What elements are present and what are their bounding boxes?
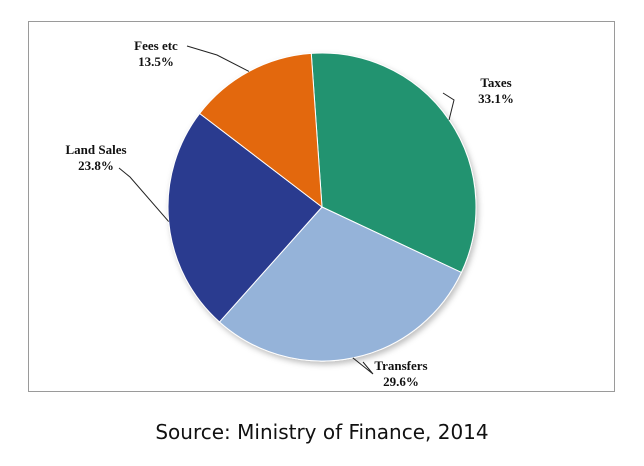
slice-label-land-sales: Land Sales <box>65 142 126 157</box>
slice-label-transfers: Transfers <box>374 358 427 373</box>
slice-label-taxes: Taxes <box>480 75 511 90</box>
slice-value-transfers: 29.6% <box>383 374 419 389</box>
slice-value-land-sales: 23.8% <box>78 158 114 173</box>
chart-frame: Taxes 33.1% Transfers 29.6% Land Sales 23.8% F… <box>28 21 615 392</box>
leader-line-fees-etc <box>186 45 250 72</box>
pie-slice-land-sales <box>167 112 323 323</box>
slice-value-taxes: 33.1% <box>478 91 514 106</box>
leader-line-taxes <box>442 92 455 121</box>
source-caption: Source: Ministry of Finance, 2014 <box>155 420 489 444</box>
slice-label-fees-etc: Fees etc <box>134 38 178 53</box>
leader-line-transfers <box>352 357 374 375</box>
pie-slice-fees-etc <box>198 52 323 209</box>
leader-line-land-sales <box>118 167 170 222</box>
slice-value-fees-etc: 13.5% <box>138 54 174 69</box>
pie-slice-taxes <box>310 52 477 274</box>
